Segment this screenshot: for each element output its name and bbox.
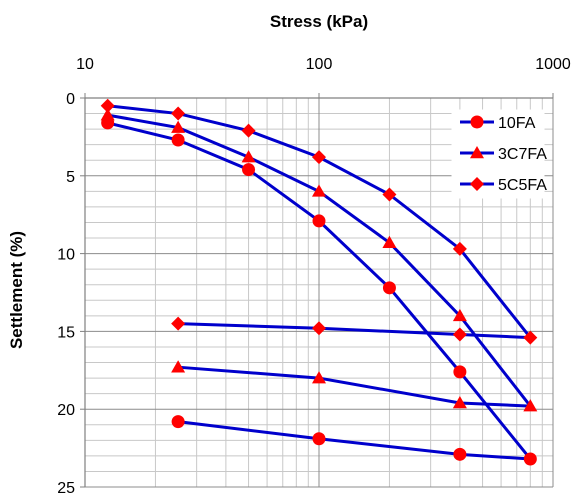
x-tick-label: 10 xyxy=(76,56,94,73)
y-tick-label: 25 xyxy=(57,480,75,494)
data-point-triangle xyxy=(452,308,467,322)
y-axis-title: Settlement (%) xyxy=(7,231,26,349)
legend-marker-circle xyxy=(470,115,484,129)
series-3C7FA xyxy=(100,108,538,412)
series-line-unloading xyxy=(178,322,531,340)
series-5C5FA xyxy=(100,98,538,345)
data-point-triangle xyxy=(523,399,538,412)
data-point-circle xyxy=(523,452,537,466)
data-point-triangle xyxy=(452,395,467,409)
legend-label: 3C7FA xyxy=(498,146,547,163)
data-point-diamond xyxy=(382,187,397,202)
data-point-diamond xyxy=(312,150,326,165)
y-tick-label: 20 xyxy=(57,402,75,419)
data-point-triangle xyxy=(241,150,256,163)
data-point-triangle xyxy=(100,108,115,121)
data-point-circle xyxy=(242,163,256,177)
y-tick-label: 15 xyxy=(57,324,75,341)
data-point-triangle xyxy=(382,235,397,248)
data-point-circle xyxy=(171,415,185,429)
x-tick-label: 100 xyxy=(306,56,333,73)
legend: 10FA 3C7FA 5C5FA xyxy=(451,109,547,199)
series-layer xyxy=(100,98,538,466)
data-point-circle xyxy=(382,281,396,295)
data-point-circle xyxy=(312,432,326,446)
data-point-circle xyxy=(453,365,467,379)
y-tick-label: 5 xyxy=(66,169,75,186)
data-point-triangle xyxy=(171,120,186,133)
x-tick-label: 1000 xyxy=(535,56,571,73)
data-point-diamond xyxy=(452,327,467,342)
x-axis-title: Stress (kPa) xyxy=(270,12,368,31)
data-point-diamond xyxy=(100,98,115,113)
data-point-circle xyxy=(312,214,326,228)
data-point-triangle xyxy=(312,184,326,197)
legend-marker-triangle xyxy=(470,146,484,159)
data-point-circle xyxy=(171,133,185,147)
data-point-diamond xyxy=(171,106,186,121)
series-10FA xyxy=(101,116,537,466)
data-point-circle xyxy=(453,447,467,461)
series-line-unloading xyxy=(178,365,531,408)
data-point-diamond xyxy=(171,316,186,331)
series-line-unloading xyxy=(177,420,531,461)
data-point-diamond xyxy=(241,123,256,138)
legend-label: 10FA xyxy=(498,115,536,132)
data-point-triangle xyxy=(171,360,186,373)
data-point-diamond xyxy=(312,321,326,336)
legend-marker-diamond xyxy=(470,177,484,191)
y-tick-label: 10 xyxy=(57,247,75,264)
y-tick-label: 0 xyxy=(66,91,75,108)
data-point-diamond xyxy=(452,241,467,256)
legend-label: 5C5FA xyxy=(498,177,547,194)
data-point-triangle xyxy=(312,371,326,384)
data-point-diamond xyxy=(523,330,538,345)
axes-layer: 10 100 1000 0 5 10 15 20 25 xyxy=(57,56,571,494)
